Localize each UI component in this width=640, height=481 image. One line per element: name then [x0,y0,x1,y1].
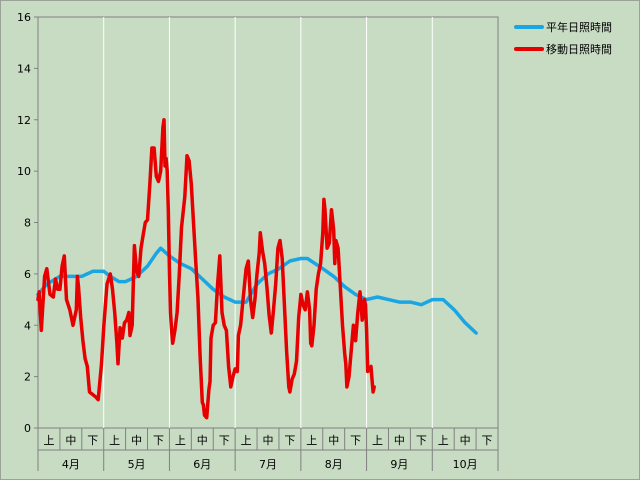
x-month-label: 4月 [62,458,80,471]
x-decade-label: 中 [65,434,76,447]
x-decade-label: 中 [263,434,274,447]
y-tick-label: 14 [17,62,31,75]
plot-area [37,16,499,429]
x-decade-label: 下 [153,434,164,447]
x-decade-label: 中 [394,434,405,447]
y-tick-label: 16 [17,11,31,24]
x-month-label: 7月 [259,458,277,471]
x-decade-label: 中 [328,434,339,447]
x-decade-label: 下 [482,434,493,447]
y-tick-label: 0 [24,422,31,435]
y-tick-label: 8 [24,217,31,230]
x-decade-label: 下 [284,434,295,447]
x-decade-label: 下 [350,434,361,447]
legend-label: 平年日照時間 [546,20,612,34]
x-month-label: 10月 [453,458,478,471]
x-decade-label: 中 [460,434,471,447]
x-axis: 上中下4月上中下5月上中下6月上中下7月上中下8月上中下9月上中下10月 [37,428,499,471]
x-month-label: 9月 [390,458,408,471]
y-tick-label: 10 [17,165,31,178]
series-lines [36,118,478,420]
x-decade-label: 下 [87,434,98,447]
x-decade-label: 下 [219,434,230,447]
x-decade-label: 上 [438,434,449,447]
y-tick-label: 4 [24,319,31,332]
y-tick-label: 12 [17,114,31,127]
y-axis: 0 2 4 6 8 10 12 14 16 [17,11,38,435]
x-decade-label: 上 [109,434,120,447]
x-decade-label: 下 [416,434,427,447]
y-tick-label: 2 [24,371,31,384]
x-decade-label: 上 [175,434,186,447]
x-month-label: 8月 [325,458,343,471]
x-decade-label: 上 [43,434,54,447]
y-tick-label: 6 [24,268,31,281]
x-decade-label: 上 [241,434,252,447]
x-decade-label: 上 [372,434,383,447]
x-decade-label: 上 [306,434,317,447]
grid-lines [103,17,433,428]
x-decade-label: 中 [131,434,142,447]
x-decade-label: 中 [197,434,208,447]
x-month-label: 6月 [193,458,211,471]
series-line [36,118,376,420]
x-month-label: 5月 [128,458,146,471]
legend-label: 移動日照時間 [546,42,612,56]
